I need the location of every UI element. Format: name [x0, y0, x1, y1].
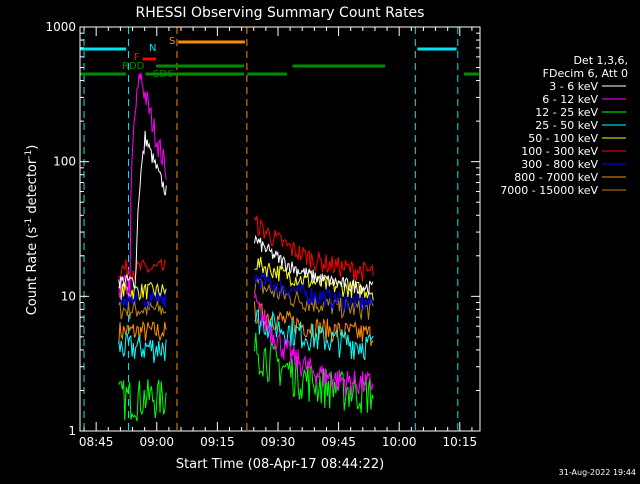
legend-entry-label: 7000 - 15000 keV: [500, 184, 598, 197]
legend-entry-label: 50 - 100 keV: [528, 132, 598, 145]
x-tick-label: 08:45: [79, 435, 114, 449]
series-7000-15000-kev: [254, 277, 374, 320]
y-tick-label: 10: [61, 289, 76, 303]
series-25-50-kev: [118, 333, 167, 363]
x-tick-label: 09:45: [321, 435, 356, 449]
series-12-25-kev: [254, 332, 374, 414]
series-100-300-kev: [254, 215, 374, 282]
x-tick-label: 09:30: [261, 435, 296, 449]
series-800-7000-kev: [118, 320, 167, 345]
series-12-25-kev: [118, 379, 167, 422]
legend-entry-label: 800 - 7000 keV: [514, 171, 598, 184]
flag-label-f: F: [134, 52, 140, 63]
plot-frame: [79, 26, 481, 432]
night-saa-guide-lines: [83, 27, 459, 431]
series-6-12-kev: [254, 293, 374, 396]
y-axis-label-sup2: -1: [24, 150, 34, 159]
y-axis-label-sup1: -1: [24, 218, 34, 227]
series-6-12-kev: [118, 72, 167, 298]
series-25-50-kev: [254, 309, 374, 361]
legend-entry-label: 6 - 12 keV: [542, 93, 598, 106]
y-axis-label-end: ): [25, 145, 40, 150]
state-flag-bars: [80, 40, 479, 76]
legend-entry-label: 300 - 800 keV: [521, 158, 598, 171]
y-axis-label: Count Rate (s-1 detector-1): [24, 145, 40, 316]
series-300-800-kev: [254, 271, 374, 313]
legend-entry-label: 100 - 300 keV: [521, 145, 598, 158]
series-3-6-kev: [254, 234, 374, 296]
series-7000-15000-kev: [118, 300, 167, 320]
x-tick-label: 09:00: [139, 435, 174, 449]
x-tick-label: 09:15: [200, 435, 235, 449]
flag-label-n: N: [149, 43, 156, 54]
legend-entry-label: 3 - 6 keV: [549, 80, 598, 93]
chart-title: RHESSI Observing Summary Count Rates: [136, 5, 425, 21]
y-axis-label-main: Count Rate (s: [25, 227, 40, 316]
legend-entry-label: 25 - 50 keV: [535, 119, 598, 132]
axes-ticks: 08:45 09:00 09:15 09:30 09:45 10:00 10:15 1 10 10…: [45, 20, 480, 449]
y-axis-label-mid: detector: [25, 158, 40, 218]
energy-series: [118, 72, 374, 422]
series-100-300-kev: [118, 257, 167, 281]
x-axis-label: Start Time (08-Apr-17 08:44:22): [176, 457, 384, 472]
y-tick-label: 100: [53, 155, 76, 169]
y-tick-label: 1000: [45, 20, 76, 34]
legend-header-det: Det 1,3,6,: [573, 54, 628, 67]
legend-entry-label: 12 - 25 keV: [535, 106, 598, 119]
flag-label-sd6: SD6: [153, 69, 173, 80]
series-3-6-kev: [118, 130, 167, 290]
x-tick-label: 10:00: [382, 435, 417, 449]
flag-label-s: S: [169, 36, 175, 47]
flag-label-rdd: RDD: [122, 61, 145, 72]
x-tick-label: 10:15: [443, 435, 478, 449]
legend-header-fdecim: FDecim 6, Att 0: [543, 67, 628, 80]
footer-date: 31-Aug-2022 19:44: [559, 468, 636, 477]
y-tick-label: 1: [68, 424, 76, 438]
